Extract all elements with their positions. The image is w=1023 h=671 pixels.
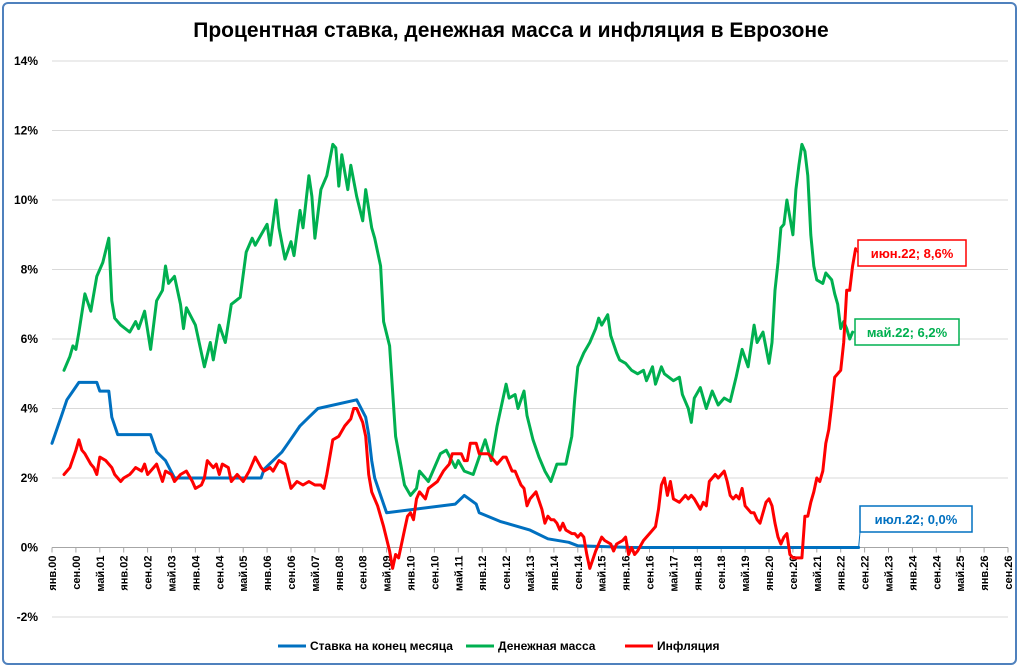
x-tick-label: янв.24: [907, 555, 919, 591]
x-tick-label: сен.22: [860, 556, 872, 590]
x-tick-label: сен.06: [286, 556, 298, 590]
y-tick-label: 6%: [21, 332, 39, 346]
x-tick-label: янв.14: [549, 555, 561, 591]
x-tick-label: сен.16: [645, 556, 657, 590]
legend-label: Ставка на конец месяца: [310, 639, 453, 653]
x-tick-label: янв.18: [692, 556, 704, 591]
x-tick-label: сен.10: [429, 556, 441, 590]
x-tick-label: сен.14: [573, 555, 585, 590]
x-tick-label: май.17: [668, 556, 680, 592]
x-tick-label: сен.12: [501, 556, 513, 590]
x-tick-label: янв.00: [47, 556, 59, 591]
series-line-2: [62, 247, 858, 570]
x-tick-label: май.11: [453, 556, 465, 592]
x-tick-label: май.21: [812, 556, 824, 592]
x-tick-label: сен.08: [358, 556, 370, 590]
x-tick-label: янв.22: [836, 556, 848, 591]
series-lines: [50, 142, 861, 570]
x-tick-label: май.25: [955, 556, 967, 592]
callout-leader: [858, 531, 861, 548]
callouts: июн.22; 8,6% май.22; 6,2% июл.22; 0,0%: [852, 239, 973, 548]
callout-label: май.22; 6,2%: [867, 325, 948, 340]
x-tick-label: сен.04: [214, 555, 226, 590]
y-tick-label: -2%: [17, 610, 39, 624]
x-tick-label: сен.20: [788, 556, 800, 590]
x-tick-label: янв.06: [262, 556, 274, 591]
x-tick-label: сен.02: [143, 556, 155, 590]
x-tick-label: янв.26: [979, 556, 991, 591]
callout-box: [859, 505, 973, 533]
callout-box: [854, 318, 960, 346]
y-tick-label: 4%: [21, 402, 39, 416]
x-tick-label: сен.18: [716, 556, 728, 590]
x-tick-label: сен.24: [931, 555, 943, 590]
x-tick-label: май.01: [95, 556, 107, 592]
x-tick-label: май.05: [238, 556, 250, 592]
series-line-1: [62, 142, 855, 497]
y-tick-label: 10%: [14, 193, 38, 207]
x-tick-label: сен.26: [1003, 556, 1015, 590]
x-tick-label: янв.10: [406, 556, 418, 591]
y-tick-label: 12%: [14, 124, 38, 138]
y-tick-label: 8%: [21, 263, 39, 277]
x-tick-label: май.13: [525, 556, 537, 592]
series-line-0: [50, 380, 861, 549]
chart-title: Процентная ставка, денежная масса и инфл…: [193, 19, 829, 42]
x-tick-label: янв.08: [334, 556, 346, 591]
y-tick-label: 14%: [14, 54, 38, 68]
callout-box: [857, 239, 967, 267]
x-tick-label: май.07: [310, 556, 322, 592]
y-tick-label: 2%: [21, 471, 39, 485]
x-tick-label: янв.20: [764, 556, 776, 591]
legend-label: Инфляция: [657, 639, 719, 653]
legend: Ставка на конец месяца Денежная масса Инфл…: [278, 639, 719, 653]
x-tick-label: май.03: [167, 556, 179, 592]
callout-label: июн.22; 8,6%: [871, 246, 954, 261]
x-tick-label: май.19: [740, 556, 752, 592]
x-axis-ticks: янв.00 сен.00 май.01 янв.02 сен.02 май.03 янв.…: [47, 547, 1015, 592]
y-axis-ticks: -2% 0% 2% 4% 6% 8% 10% 12% 14%: [14, 54, 38, 624]
x-tick-label: янв.02: [119, 556, 131, 591]
legend-label: Денежная масса: [498, 639, 596, 653]
x-tick-label: янв.04: [190, 555, 202, 591]
x-tick-label: янв.16: [621, 556, 633, 591]
x-tick-label: янв.12: [477, 556, 489, 591]
callout-label: июл.22; 0,0%: [875, 512, 958, 527]
x-tick-label: май.23: [884, 556, 896, 592]
x-tick-label: сен.00: [71, 556, 83, 590]
x-tick-label: май.15: [597, 556, 609, 592]
y-tick-label: 0%: [21, 541, 39, 555]
